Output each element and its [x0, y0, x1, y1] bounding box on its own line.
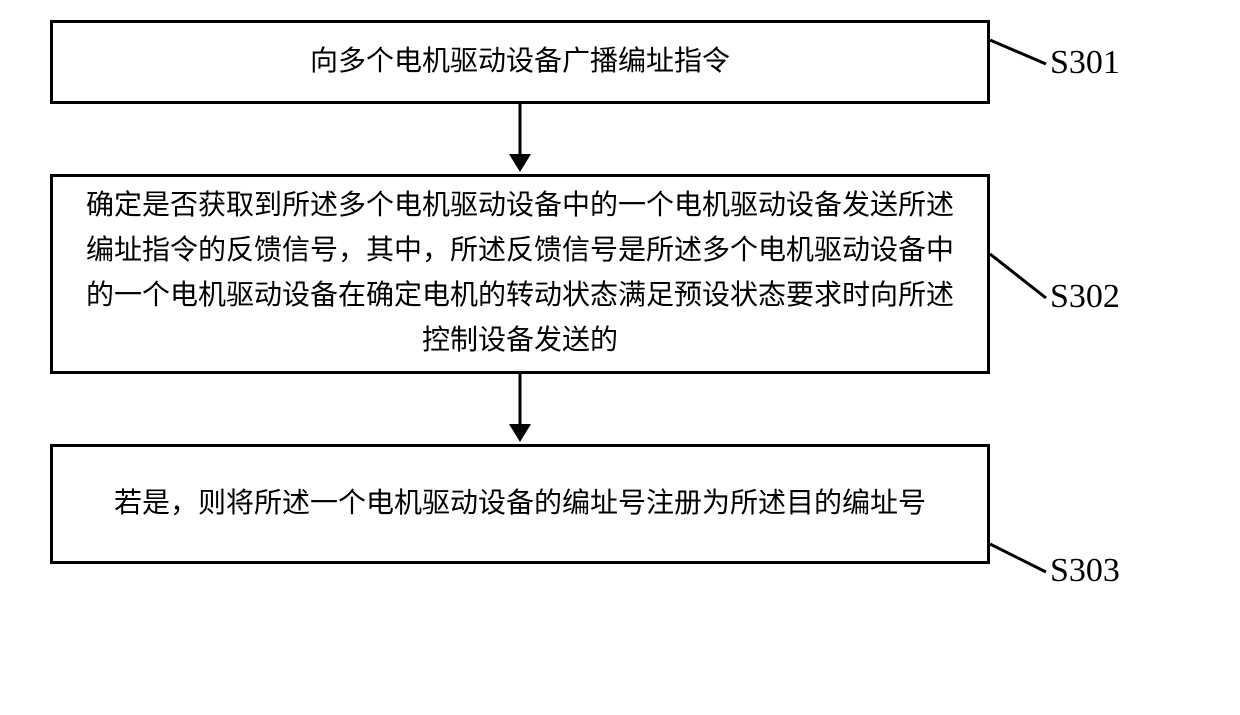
- arrow-down-icon: [500, 104, 540, 174]
- flow-node-text: 向多个电机驱动设备广播编址指令: [310, 40, 730, 85]
- flow-edge-s301-s302: [50, 104, 990, 174]
- step-label-s302: S302: [1050, 278, 1120, 316]
- flow-node-text: 若是，则将所述一个电机驱动设备的编址号注册为所述目的编址号: [114, 482, 926, 527]
- flow-node-text: 确定是否获取到所述多个电机驱动设备中的一个电机驱动设备发送所述编址指令的反馈信号…: [73, 184, 967, 363]
- flowchart-container: 向多个电机驱动设备广播编址指令 确定是否获取到所述多个电机驱动设备中的一个电机驱…: [40, 20, 1200, 564]
- flow-node-s303: 若是，则将所述一个电机驱动设备的编址号注册为所述目的编址号: [50, 444, 990, 564]
- flow-edge-s302-s303: [50, 374, 990, 444]
- flow-node-s302: 确定是否获取到所述多个电机驱动设备中的一个电机驱动设备发送所述编址指令的反馈信号…: [50, 174, 990, 374]
- arrow-down-icon: [500, 374, 540, 444]
- step-label-s303: S303: [1050, 552, 1120, 590]
- step-label-s301: S301: [1050, 44, 1120, 82]
- flow-node-s301: 向多个电机驱动设备广播编址指令: [50, 20, 990, 104]
